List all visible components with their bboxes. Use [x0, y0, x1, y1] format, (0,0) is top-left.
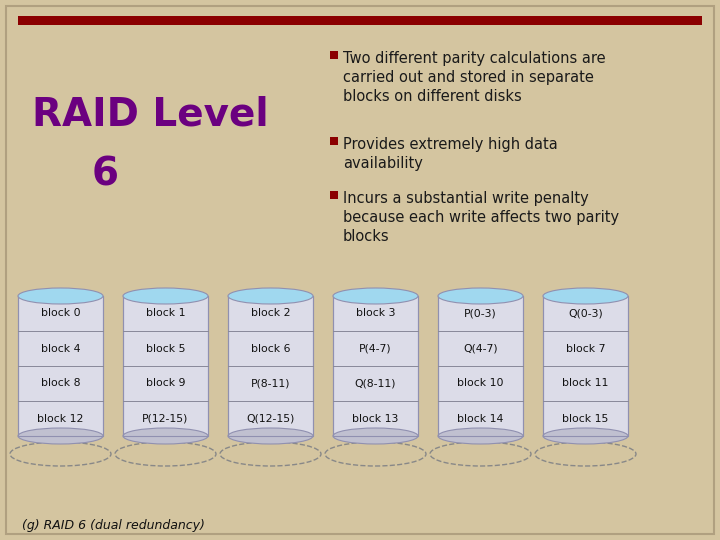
Text: Provides extremely high data
availability: Provides extremely high data availabilit…	[343, 137, 558, 171]
Bar	[333, 296, 418, 436]
Text: RAID Level: RAID Level	[32, 96, 269, 134]
Bar	[18, 296, 103, 436]
Bar	[18, 296, 103, 436]
Text: block 13: block 13	[352, 414, 399, 423]
Ellipse shape	[228, 428, 313, 444]
Ellipse shape	[228, 288, 313, 304]
Text: block 6: block 6	[251, 343, 290, 354]
Bar	[228, 296, 313, 436]
Text: P(0-3): P(0-3)	[464, 308, 497, 319]
Text: block 5: block 5	[145, 343, 185, 354]
Bar	[543, 296, 628, 436]
Text: 6: 6	[91, 156, 119, 194]
Text: block 7: block 7	[566, 343, 606, 354]
Ellipse shape	[438, 428, 523, 444]
Text: P(4-7): P(4-7)	[359, 343, 392, 354]
Bar	[438, 296, 523, 436]
Text: Q(4-7): Q(4-7)	[463, 343, 498, 354]
Text: block 2: block 2	[251, 308, 290, 319]
Ellipse shape	[123, 428, 208, 444]
Text: block 15: block 15	[562, 414, 608, 423]
Text: block 9: block 9	[145, 379, 185, 388]
Bar	[123, 296, 208, 436]
Text: block 14: block 14	[457, 414, 504, 423]
Bar	[330, 51, 338, 59]
Text: block 1: block 1	[145, 308, 185, 319]
Ellipse shape	[18, 288, 103, 304]
Ellipse shape	[333, 428, 418, 444]
Bar	[228, 296, 313, 436]
Text: (g) RAID 6 (dual redundancy): (g) RAID 6 (dual redundancy)	[22, 518, 205, 531]
Bar	[18, 16, 702, 25]
Bar	[438, 296, 523, 436]
Text: block 12: block 12	[37, 414, 84, 423]
Ellipse shape	[123, 288, 208, 304]
Text: Q(12-15): Q(12-15)	[246, 414, 294, 423]
Text: Q(8-11): Q(8-11)	[355, 379, 396, 388]
Text: Two different parity calculations are
carried out and stored in separate
blocks : Two different parity calculations are ca…	[343, 51, 606, 104]
Text: Incurs a substantial write penalty
because each write affects two parity
blocks: Incurs a substantial write penalty becau…	[343, 191, 619, 245]
Text: block 3: block 3	[356, 308, 395, 319]
Text: block 0: block 0	[41, 308, 81, 319]
Bar	[123, 296, 208, 436]
Text: block 10: block 10	[457, 379, 504, 388]
Text: P(12-15): P(12-15)	[143, 414, 189, 423]
Ellipse shape	[543, 428, 628, 444]
Ellipse shape	[543, 288, 628, 304]
Bar	[330, 137, 338, 145]
Ellipse shape	[333, 288, 418, 304]
FancyBboxPatch shape	[6, 6, 714, 534]
Ellipse shape	[18, 428, 103, 444]
Text: block 8: block 8	[41, 379, 80, 388]
Text: block 4: block 4	[41, 343, 80, 354]
Text: Q(0-3): Q(0-3)	[568, 308, 603, 319]
Ellipse shape	[438, 288, 523, 304]
Bar	[333, 296, 418, 436]
Text: block 11: block 11	[562, 379, 608, 388]
Text: P(8-11): P(8-11)	[251, 379, 290, 388]
Bar	[543, 296, 628, 436]
Bar	[330, 191, 338, 199]
